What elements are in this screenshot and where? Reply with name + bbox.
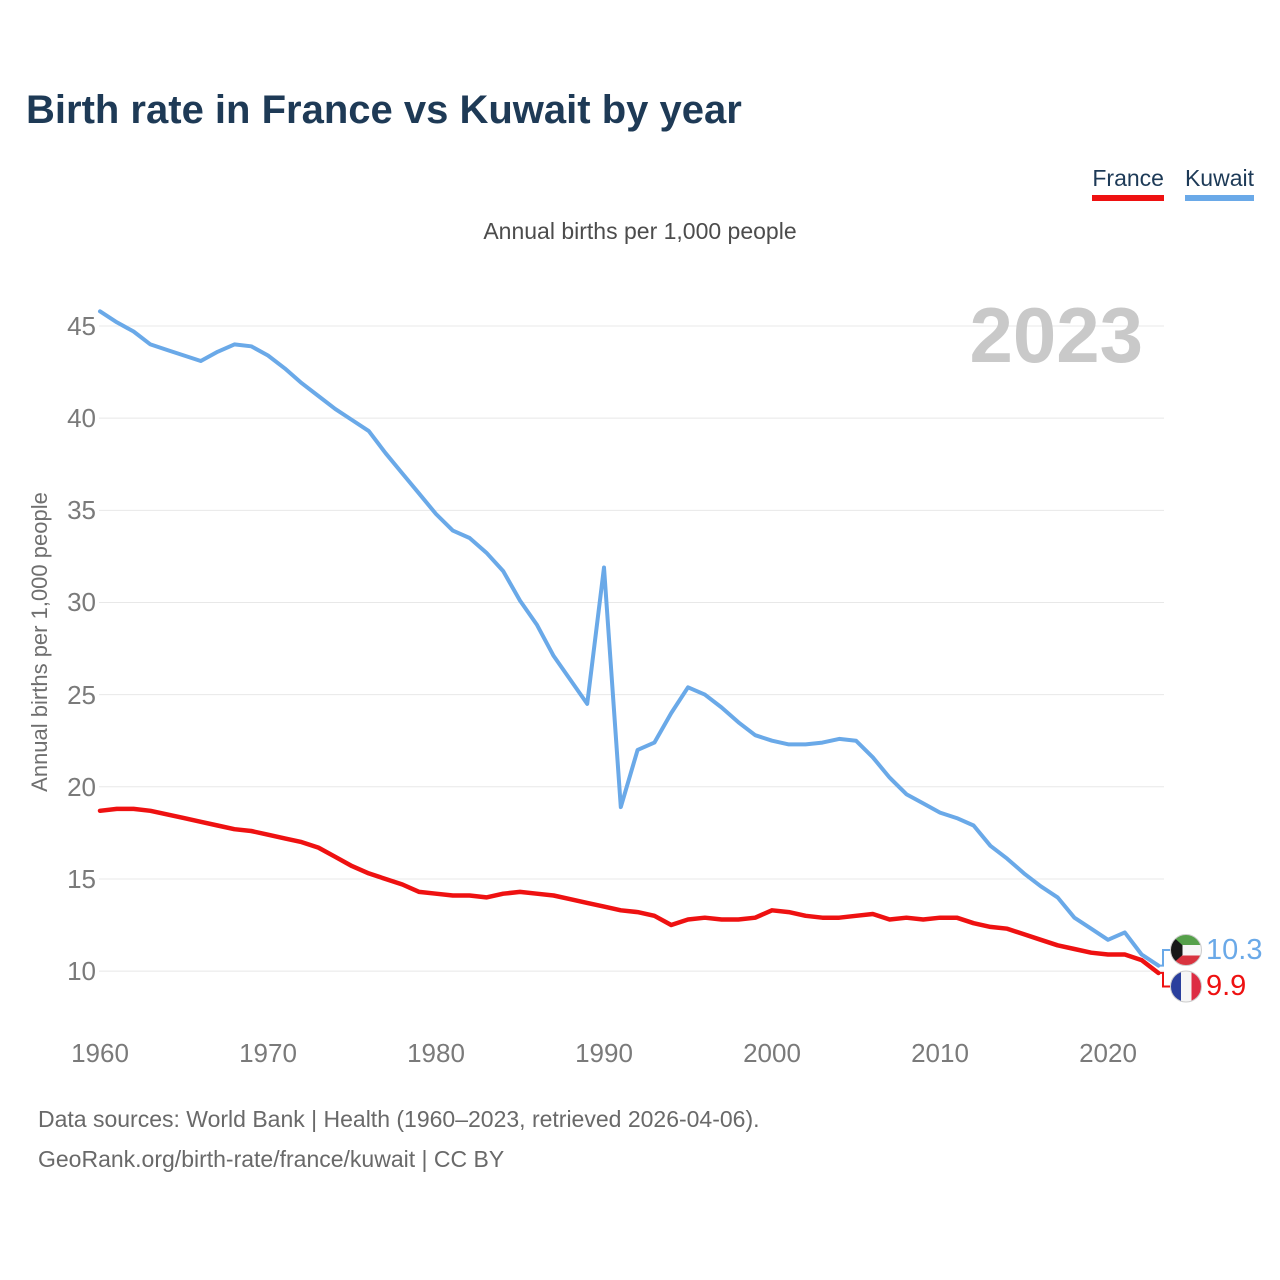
legend: France Kuwait — [1092, 165, 1254, 202]
y-tick-20: 20 — [67, 771, 96, 802]
chart-subtitle: Annual births per 1,000 people — [483, 218, 797, 244]
year-watermark: 2023 — [969, 291, 1143, 379]
footer-data-sources: Data sources: World Bank | Health (1960–… — [38, 1106, 760, 1132]
y-tick-45: 45 — [67, 311, 96, 341]
x-tick-2010: 2010 — [911, 1038, 969, 1068]
y-tick-15: 15 — [67, 863, 96, 894]
kuwait-end-value: 10.3 — [1206, 934, 1263, 966]
y-axis-title: Annual births per 1,000 people — [27, 492, 52, 792]
footer-attribution: GeoRank.org/birth-rate/france/kuwait | C… — [38, 1146, 505, 1172]
france-flag-icon — [1170, 971, 1202, 1002]
legend-label-france: France — [1092, 165, 1164, 191]
x-tick-1980: 1980 — [407, 1038, 465, 1068]
page-title: Birth rate in France vs Kuwait by year — [26, 88, 742, 132]
x-tick-1960: 1960 — [71, 1038, 129, 1068]
france-end-value: 9.9 — [1206, 970, 1247, 1002]
legend-item-france[interactable]: France — [1092, 165, 1164, 202]
legend-swatch-kuwait — [1184, 195, 1254, 202]
france-label-connector — [1158, 971, 1170, 988]
x-tick-2020: 2020 — [1079, 1038, 1137, 1068]
france-line — [97, 806, 1161, 976]
y-tick-35: 35 — [67, 495, 96, 526]
y-tick-30: 30 — [67, 587, 96, 618]
france-flag-border — [1170, 970, 1202, 1003]
kuwait-flag-border — [1170, 934, 1202, 966]
y-tick-40: 40 — [67, 403, 96, 434]
kuwait-line — [98, 309, 1161, 968]
y-tick-10: 10 — [67, 956, 96, 987]
x-tick-2000: 2000 — [743, 1038, 801, 1068]
legend-swatch-france — [1092, 195, 1164, 202]
y-tick-25: 25 — [67, 679, 96, 710]
x-tick-1990: 1990 — [575, 1038, 633, 1068]
legend-item-kuwait[interactable]: Kuwait — [1184, 165, 1254, 202]
kuwait-label-connector — [1158, 949, 1170, 967]
gridlines — [99, 325, 1164, 972]
x-tick-1970: 1970 — [239, 1038, 297, 1068]
legend-label-kuwait: Kuwait — [1184, 165, 1254, 191]
